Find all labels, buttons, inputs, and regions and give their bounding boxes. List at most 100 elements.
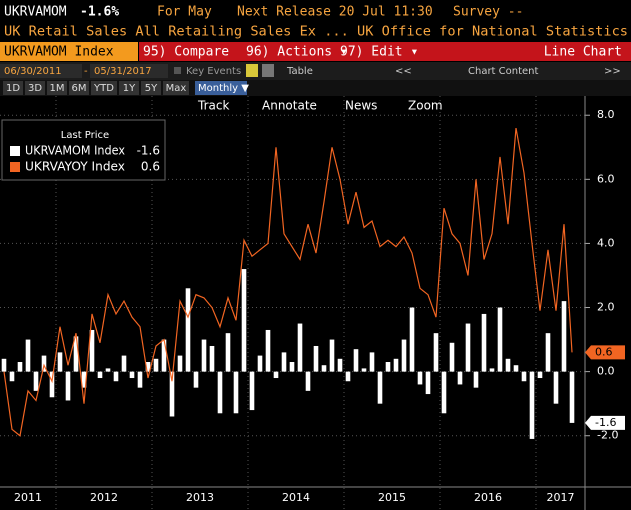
expand[interactable]: >> bbox=[604, 66, 621, 77]
bar bbox=[425, 371, 431, 395]
chart-type[interactable]: Line Chart bbox=[544, 45, 622, 60]
bar bbox=[41, 355, 47, 372]
bar bbox=[81, 371, 87, 388]
bar bbox=[457, 371, 463, 385]
bar bbox=[89, 329, 95, 372]
bar bbox=[385, 362, 391, 372]
bar bbox=[545, 333, 551, 372]
chart-content[interactable]: Chart Content bbox=[468, 66, 539, 77]
x-tick-label: 2013 bbox=[186, 491, 214, 504]
key-events: Key Events bbox=[186, 66, 241, 77]
bar bbox=[145, 362, 151, 372]
bar bbox=[401, 339, 407, 372]
bar bbox=[297, 323, 303, 372]
period-button[interactable] bbox=[25, 81, 45, 95]
x-tick-label: 2016 bbox=[474, 491, 502, 504]
bar bbox=[25, 339, 31, 372]
bar bbox=[129, 371, 135, 379]
period-label: 1M bbox=[50, 83, 65, 94]
tool[interactable]: Track bbox=[197, 99, 229, 113]
y-tick-label: -2.0 bbox=[597, 429, 618, 442]
date-field[interactable] bbox=[90, 64, 168, 78]
date-field[interactable] bbox=[0, 64, 82, 78]
last-value-label: 0.6 bbox=[595, 345, 613, 358]
bar bbox=[105, 368, 111, 372]
x-tick-label: 2014 bbox=[282, 491, 310, 504]
period-button[interactable] bbox=[47, 81, 67, 95]
plot bbox=[0, 96, 631, 510]
release: Next Release 20 Jul 11:30 bbox=[237, 5, 433, 20]
legend-title: Last Price bbox=[61, 130, 109, 141]
period-button[interactable] bbox=[119, 81, 139, 95]
last-value-tag bbox=[585, 415, 625, 430]
table-button[interactable]: Table bbox=[286, 66, 313, 77]
bar bbox=[185, 288, 191, 372]
legend-value: 0.6 bbox=[141, 160, 160, 174]
tool[interactable]: News bbox=[345, 99, 377, 113]
bar bbox=[65, 371, 71, 401]
end-date: 05/31/2017 bbox=[94, 66, 152, 77]
bar bbox=[361, 368, 367, 372]
security-box[interactable] bbox=[0, 42, 138, 61]
checkbox[interactable] bbox=[174, 67, 181, 74]
period-button[interactable] bbox=[91, 81, 117, 95]
x-tick-label: 2015 bbox=[378, 491, 406, 504]
bar bbox=[33, 371, 39, 391]
legend-value: -1.6 bbox=[137, 144, 160, 158]
period-button[interactable] bbox=[163, 81, 189, 95]
security: UKRVAMOM Index bbox=[4, 45, 114, 60]
bar bbox=[409, 307, 415, 372]
bar bbox=[193, 371, 199, 388]
bar bbox=[329, 339, 335, 372]
period-label: Max bbox=[166, 83, 187, 94]
button[interactable]: 97) Edit ▾ bbox=[340, 45, 418, 60]
tool[interactable]: Zoom bbox=[408, 99, 443, 113]
frequency-box[interactable] bbox=[195, 81, 247, 95]
tool[interactable]: Annotate bbox=[262, 99, 317, 113]
bar bbox=[177, 355, 183, 372]
period-button[interactable] bbox=[69, 81, 89, 95]
bar bbox=[9, 371, 15, 382]
bar bbox=[273, 371, 279, 379]
y-tick-label: 6.0 bbox=[597, 172, 615, 185]
bar bbox=[289, 362, 295, 372]
bar bbox=[257, 355, 263, 372]
survey: Survey -- bbox=[453, 5, 523, 20]
collapse[interactable]: << bbox=[395, 66, 412, 77]
legend-label: UKRVAMOM Index bbox=[25, 144, 125, 158]
bar bbox=[137, 371, 143, 388]
bar bbox=[121, 355, 127, 372]
last-value-tag bbox=[585, 345, 625, 360]
bar bbox=[497, 307, 503, 372]
period-label: YTD bbox=[93, 83, 114, 94]
bar bbox=[481, 313, 487, 372]
period-label: 1Y bbox=[123, 83, 136, 94]
ticker: UKRVAMOM bbox=[4, 5, 67, 20]
x-tick-label: 2017 bbox=[547, 491, 575, 504]
bar bbox=[313, 345, 319, 372]
bar bbox=[233, 371, 239, 414]
bar bbox=[217, 371, 223, 414]
bar bbox=[17, 362, 23, 372]
legend-swatch bbox=[10, 162, 20, 172]
last-value-label: -1.6 bbox=[595, 416, 616, 429]
bar bbox=[73, 336, 79, 372]
button[interactable]: 96) Actions ▾ bbox=[246, 45, 348, 60]
bar bbox=[569, 371, 575, 423]
bar bbox=[561, 301, 567, 372]
bar bbox=[161, 339, 167, 372]
y-tick-label: 0.0 bbox=[597, 365, 615, 378]
bar bbox=[529, 371, 535, 439]
bar bbox=[553, 371, 559, 404]
start-date: 06/30/2011 bbox=[4, 66, 62, 77]
button[interactable]: 95) Compare bbox=[143, 45, 229, 60]
period-button[interactable] bbox=[3, 81, 23, 95]
period-button[interactable] bbox=[141, 81, 161, 95]
y-tick-label: 2.0 bbox=[597, 301, 615, 314]
bar bbox=[209, 345, 215, 372]
legend-swatch bbox=[10, 146, 20, 156]
icon[interactable] bbox=[262, 64, 274, 77]
bar bbox=[489, 368, 495, 372]
icon[interactable] bbox=[246, 64, 258, 77]
